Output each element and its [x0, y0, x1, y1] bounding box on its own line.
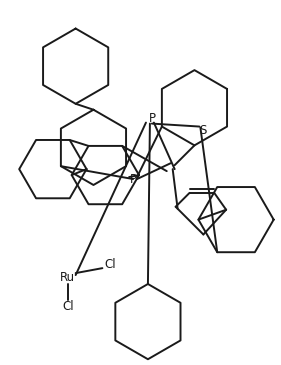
Text: Cl: Cl: [105, 258, 116, 271]
Text: P: P: [148, 112, 155, 125]
Text: P: P: [130, 173, 137, 185]
Text: S: S: [200, 124, 207, 137]
Text: Cl: Cl: [62, 300, 74, 313]
Text: Ru: Ru: [60, 270, 75, 284]
